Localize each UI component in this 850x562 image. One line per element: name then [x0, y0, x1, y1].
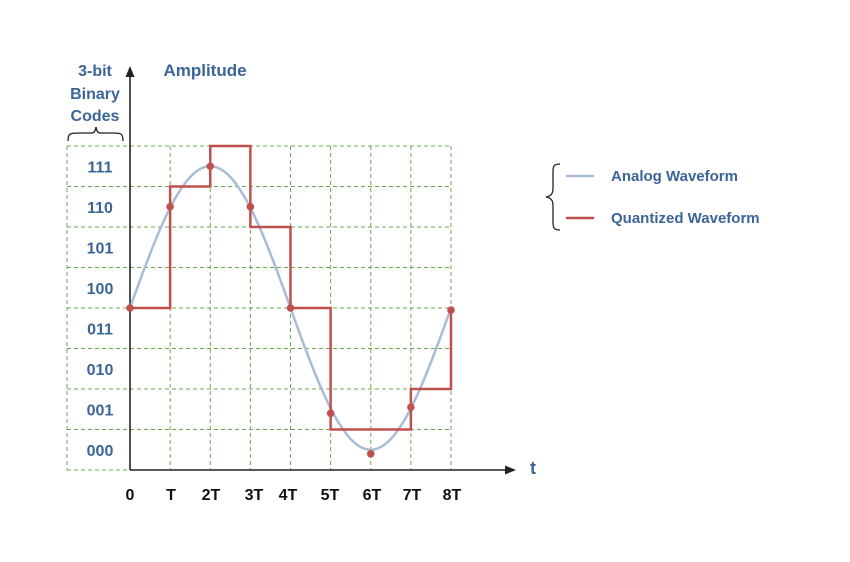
sample-point	[366, 450, 375, 458]
x-tick-label: 5T	[321, 487, 340, 504]
legend-analog-label: Analog Waveform	[611, 168, 738, 185]
x-tick-label: 8T	[443, 487, 462, 504]
sample-points	[126, 162, 455, 458]
codes-brace	[67, 126, 124, 142]
binary-code-label: 100	[87, 281, 114, 298]
sample-point	[286, 304, 295, 312]
legend-brace	[545, 163, 561, 231]
binary-code-label: 110	[87, 200, 113, 217]
binary-code-label: 001	[87, 402, 114, 419]
y-axis-label: Amplitude	[163, 61, 246, 80]
sample-point	[166, 202, 174, 211]
x-axis-label: t	[530, 458, 536, 478]
binary-code-label: 111	[88, 159, 113, 176]
x-tick-label: 3T	[245, 487, 264, 504]
binary-code-label: 011	[87, 321, 113, 338]
sample-point	[206, 162, 215, 171]
grid	[66, 145, 452, 471]
codes-title-line-3: Codes	[71, 108, 120, 125]
sample-point	[407, 403, 415, 412]
sample-point	[326, 409, 335, 418]
x-tick-label: 0	[126, 487, 135, 504]
codes-title-line-1: 3-bit	[78, 63, 112, 80]
x-tick-label: 4T	[279, 487, 298, 504]
axes	[125, 66, 516, 475]
codes-title-line-2: Binary	[70, 86, 120, 103]
x-tick-label: 2T	[202, 487, 221, 504]
x-axis-arrow	[505, 465, 516, 475]
y-axis-arrow	[125, 66, 135, 77]
binary-code-label: 000	[87, 443, 114, 460]
sample-point	[126, 304, 134, 312]
x-tick-label: 6T	[363, 487, 382, 504]
legend: Analog Waveform Quantized Waveform	[545, 163, 760, 231]
legend-quantized-label: Quantized Waveform	[611, 210, 760, 227]
binary-code-label: 101	[87, 240, 114, 257]
binary-code-label: 010	[87, 362, 114, 379]
sample-point	[447, 306, 455, 314]
quantized-waveform-line	[130, 144, 453, 431]
x-tick-label: 7T	[403, 487, 422, 504]
binary-code-labels: 000 001 010 011 100 101 110 111	[87, 159, 114, 460]
x-tick-labels: 0 T 2T 3T 4T 5T 6T 7T 8T	[126, 487, 462, 504]
x-tick-label: T	[166, 487, 176, 504]
sample-point	[246, 202, 255, 211]
